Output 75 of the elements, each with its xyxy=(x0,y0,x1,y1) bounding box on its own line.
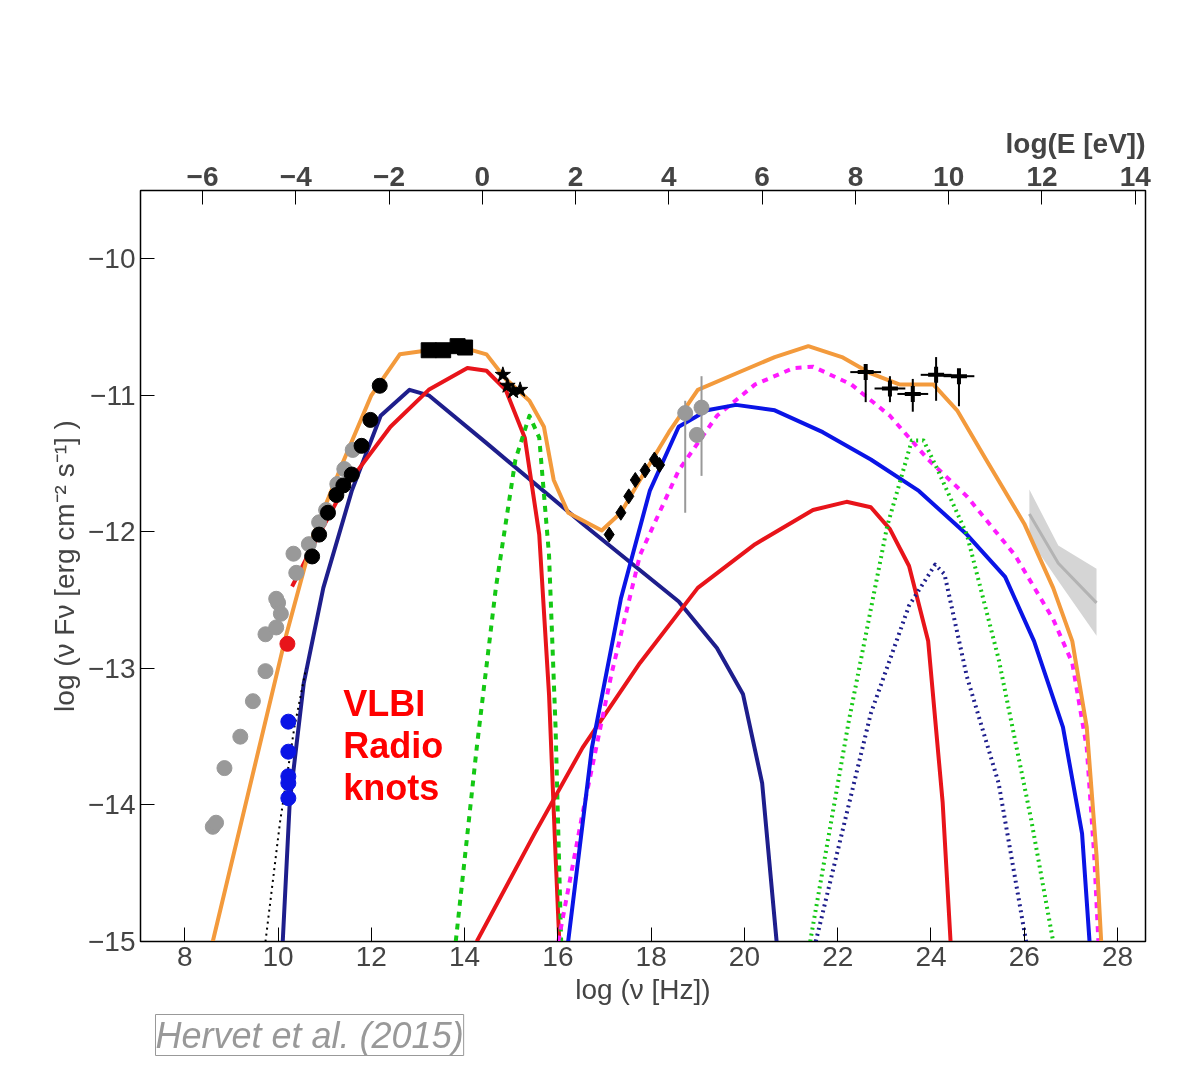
point xyxy=(512,381,529,397)
point xyxy=(244,693,261,710)
point xyxy=(353,437,370,454)
x2-tick-label: 6 xyxy=(754,160,770,192)
text: Hervet et al. (2015) xyxy=(155,1014,464,1056)
point xyxy=(639,462,651,479)
x2-tick-label: 10 xyxy=(933,160,965,192)
point xyxy=(279,635,296,652)
point xyxy=(371,377,388,394)
x2-tick-label: 4 xyxy=(661,160,678,192)
x2-tick-label: 12 xyxy=(1026,160,1058,192)
point xyxy=(926,364,947,385)
point xyxy=(615,504,627,521)
x2-tick-label: −6 xyxy=(186,160,219,192)
point xyxy=(268,619,285,636)
x2-tick-label: 8 xyxy=(847,160,864,192)
x-axis-title: log (ν [Hz]) xyxy=(575,973,711,1005)
point xyxy=(435,342,452,359)
x-tick-label: 10 xyxy=(262,940,294,972)
x-tick-label: 8 xyxy=(177,940,193,972)
point xyxy=(879,378,900,399)
point xyxy=(257,663,274,680)
point xyxy=(335,477,352,494)
point xyxy=(257,626,274,643)
point xyxy=(285,545,302,562)
point xyxy=(343,466,360,483)
line-series xyxy=(808,438,1056,942)
point xyxy=(280,790,297,807)
point xyxy=(288,564,305,581)
x2-tick-label: 0 xyxy=(474,160,491,192)
point xyxy=(216,760,233,777)
point xyxy=(677,405,694,422)
y-tick-label: −15 xyxy=(88,926,136,957)
point xyxy=(902,383,923,404)
y-tick-label: −11 xyxy=(90,379,136,411)
x-tick-label: 20 xyxy=(728,940,761,972)
point xyxy=(280,713,297,730)
y-tick-label: −13 xyxy=(88,652,136,684)
y-tick-label: −12 xyxy=(88,516,136,548)
x-tick-label: 26 xyxy=(1008,940,1040,972)
point xyxy=(280,743,297,760)
point xyxy=(693,399,710,416)
x-tick-label: 24 xyxy=(915,940,947,972)
x-tick-label: 28 xyxy=(1101,940,1134,972)
point xyxy=(629,471,641,488)
point xyxy=(232,728,249,745)
point xyxy=(654,456,666,473)
x-tick-label: 22 xyxy=(822,940,854,972)
x-tick-label: 18 xyxy=(635,940,667,972)
point xyxy=(457,339,474,356)
x-tick-label: 12 xyxy=(355,940,387,972)
point xyxy=(948,366,969,387)
line-series xyxy=(813,562,1029,942)
line-series xyxy=(280,387,779,942)
point xyxy=(208,814,225,831)
point xyxy=(688,426,705,443)
point xyxy=(362,411,379,428)
y-tick-label: −10 xyxy=(88,243,136,275)
x2-tick-label: 2 xyxy=(567,160,584,192)
point xyxy=(311,526,328,543)
x2-tick-label: −4 xyxy=(279,160,313,192)
x2-tick-label: −2 xyxy=(373,160,406,192)
point xyxy=(304,548,321,565)
line-series xyxy=(453,413,564,942)
x2-axis-title: log(E [eV]) xyxy=(1005,127,1146,159)
point xyxy=(855,362,876,383)
annotation: VLBI Radio knots xyxy=(343,682,444,808)
point xyxy=(494,366,511,382)
x-tick-label: 14 xyxy=(449,940,481,972)
y-axis-title: log (ν Fν [erg cm⁻² s⁻¹] ) xyxy=(49,420,80,712)
y-tick-label: −14 xyxy=(88,789,136,821)
x2-tick-label: 14 xyxy=(1119,160,1152,192)
point xyxy=(603,526,615,543)
x-tick-label: 16 xyxy=(542,940,574,972)
point xyxy=(623,488,635,505)
